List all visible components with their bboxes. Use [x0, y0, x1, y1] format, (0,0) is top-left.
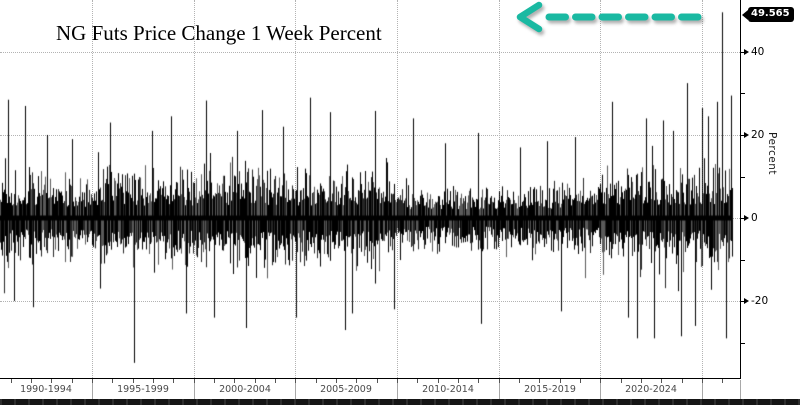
- x-year-tick: [133, 379, 134, 383]
- x-year-tick: [438, 379, 439, 383]
- y-minor-tick: [740, 177, 745, 178]
- x-axis: 1990-1994 1995-1999 2000-2004 2005-2009 2010…: [0, 379, 741, 399]
- annotation-arrow-icon: [516, 1, 709, 33]
- x-year-tick: [600, 379, 601, 383]
- x-year-tick: [295, 379, 296, 383]
- x-year-tick: [31, 379, 32, 383]
- x-year-tick: [621, 379, 622, 383]
- y-axis-title: Percent: [766, 132, 778, 176]
- y-major-tick: -20: [740, 295, 768, 307]
- tick-arrow-icon: [744, 298, 749, 304]
- tick-line: [740, 217, 744, 219]
- y-major-tick: 40: [740, 46, 764, 58]
- x-year-tick: [173, 379, 174, 383]
- x-year-tick: [458, 379, 459, 383]
- x-cell-divider: [92, 380, 93, 399]
- plot-area: NG Futs Price Change 1 Week Percent: [0, 0, 740, 378]
- x-year-tick: [682, 379, 683, 383]
- y-tick-label: 0: [751, 212, 758, 224]
- y-tick-label: -20: [751, 295, 769, 307]
- y-minor-tick: [740, 260, 745, 261]
- x-year-tick: [275, 379, 276, 383]
- tick-line: [740, 300, 744, 302]
- x-year-tick: [641, 379, 642, 383]
- x-year-tick: [377, 379, 378, 383]
- x-period-label: 2000-2004: [219, 383, 271, 395]
- x-year-tick: [499, 379, 500, 383]
- badge-pointer-icon: [742, 9, 748, 20]
- x-year-tick: [316, 379, 317, 383]
- x-year-tick: [72, 379, 73, 383]
- x-period-label: 2010-2014: [422, 383, 474, 395]
- price-change-bars: [0, 0, 740, 378]
- x-year-tick: [214, 379, 215, 383]
- x-cell-divider: [600, 380, 601, 399]
- x-year-tick: [234, 379, 235, 383]
- tick-line: [740, 51, 744, 53]
- x-year-tick: [153, 379, 154, 383]
- y-major-tick: 20: [740, 129, 764, 141]
- y-major-tick: 0: [740, 212, 758, 224]
- bottom-bar: [0, 399, 800, 405]
- x-year-tick: [397, 379, 398, 383]
- x-cell-divider: [740, 380, 741, 399]
- x-year-tick: [661, 379, 662, 383]
- x-cell-divider: [499, 380, 500, 399]
- x-year-tick: [51, 379, 52, 383]
- x-year-tick: [580, 379, 581, 383]
- y-tick-label: 40: [751, 46, 765, 58]
- x-cell-divider: [702, 380, 703, 399]
- x-year-tick: [92, 379, 93, 383]
- x-year-tick: [255, 379, 256, 383]
- tick-arrow-icon: [744, 215, 749, 221]
- y-minor-tick: [740, 343, 745, 344]
- last-value-badge: 49.565: [742, 7, 794, 22]
- x-year-tick: [560, 379, 561, 383]
- tick-line: [740, 134, 744, 136]
- x-year-tick: [194, 379, 195, 383]
- x-period-label: 2015-2019: [524, 383, 576, 395]
- x-year-tick: [112, 379, 113, 383]
- x-year-tick: [722, 379, 723, 383]
- x-axis-line: [0, 378, 741, 379]
- x-year-tick: [336, 379, 337, 383]
- x-cell-divider: [295, 380, 296, 399]
- x-period-label: 2005-2009: [320, 383, 372, 395]
- x-cell-divider: [397, 380, 398, 399]
- x-period-label: 1990-1994: [20, 383, 72, 395]
- x-period-label: 2020-2024: [625, 383, 677, 395]
- x-cell-divider: [194, 380, 195, 399]
- badge-value: 49.565: [748, 7, 794, 22]
- x-period-label: 1995-1999: [117, 383, 169, 395]
- x-year-tick: [356, 379, 357, 383]
- x-year-tick: [519, 379, 520, 383]
- y-minor-tick: [740, 93, 745, 94]
- x-year-tick: [11, 379, 12, 383]
- x-year-tick: [702, 379, 703, 383]
- x-year-tick: [539, 379, 540, 383]
- chart-title: NG Futs Price Change 1 Week Percent: [56, 21, 382, 45]
- tick-arrow-icon: [744, 49, 749, 55]
- y-tick-label: 20: [751, 129, 765, 141]
- x-year-tick: [417, 379, 418, 383]
- tick-arrow-icon: [744, 132, 749, 138]
- y-axis-line: [740, 0, 741, 379]
- x-year-tick: [478, 379, 479, 383]
